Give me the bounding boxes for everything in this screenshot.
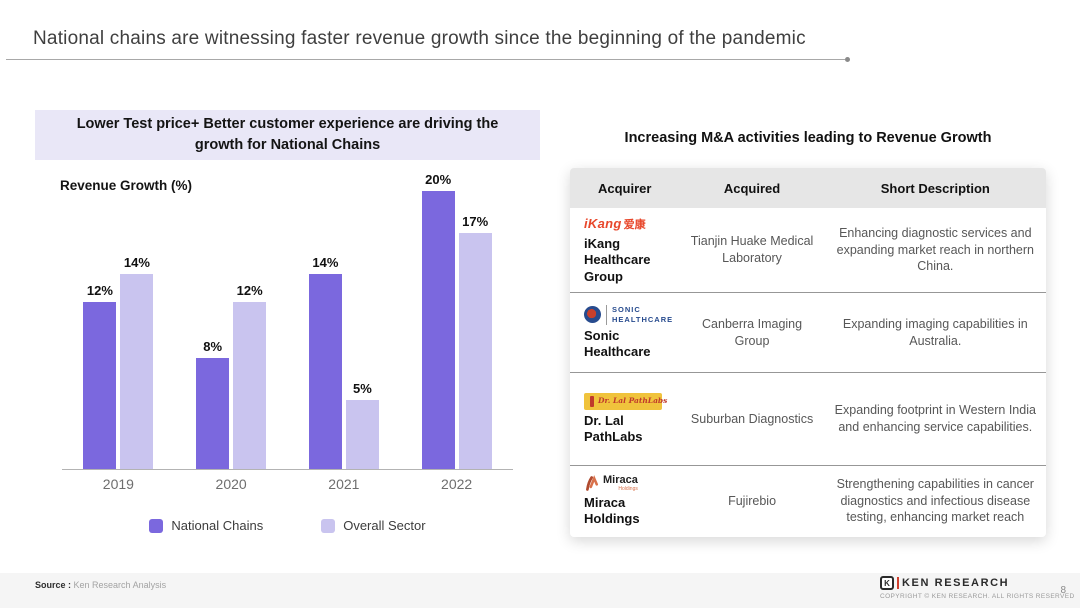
- miraca-mark-icon: [586, 474, 599, 491]
- x-tick: 2020: [215, 476, 247, 492]
- description-cell: Enhancing diagnostic services and expand…: [836, 225, 1034, 274]
- y-axis-label: Revenue Growth (%): [60, 178, 193, 193]
- ken-research-logo-icon: K: [880, 576, 894, 590]
- bar-value-label: 12%: [236, 283, 263, 299]
- bar-national-chains-2019: 12%: [83, 283, 117, 469]
- acquired-cell: Suburban Diagnostics: [690, 411, 814, 426]
- bar-group-2019: 12% 14%: [62, 190, 175, 469]
- chart-legend: National Chains Overall Sector: [62, 518, 513, 533]
- table-row: iKang 爱康 iKang Healthcare Group Tianjin H…: [570, 208, 1046, 292]
- table-title: Increasing M&A activities leading to Rev…: [624, 130, 992, 146]
- chart-header-text: Lower Test price+ Better customer experi…: [76, 115, 499, 153]
- dr-lal-pathlabs-logo-icon: Dr. Lal PathLabs: [584, 392, 667, 410]
- description-cell: Expanding footprint in Western India and…: [834, 403, 1036, 434]
- acquirer-cell: Miraca Holdings Miraca Holdings: [570, 474, 679, 528]
- acquirer-name: Miraca Holdings: [584, 494, 640, 526]
- bar-overall-sector-2020: 12%: [233, 283, 267, 469]
- legend-item-overall-sector: Overall Sector: [321, 518, 426, 533]
- bar-overall-sector-2021: 5%: [345, 381, 379, 469]
- sonic-healthcare-logo-icon: SONIC HEALTHCARE: [584, 305, 672, 325]
- bar-value-label: 14%: [123, 255, 150, 271]
- brand-separator: [897, 577, 899, 589]
- x-axis-ticks: 2019 2020 2021 2022: [62, 476, 513, 492]
- column-header-acquirer: Acquirer: [598, 180, 652, 196]
- column-header-acquired: Acquired: [723, 180, 781, 196]
- description-cell: Expanding imaging capabilities in Austra…: [842, 316, 1028, 348]
- description-cell: Strengthening capabilities in cancer dia…: [836, 476, 1034, 525]
- divider-dot: [845, 57, 850, 62]
- bar-chart: 12% 14% 8% 12% 14% 5% 20% 17%: [62, 172, 513, 469]
- chart-header-banner: Lower Test price+ Better customer experi…: [35, 110, 540, 160]
- table-row: SONIC HEALTHCARE Sonic Healthcare Canber…: [570, 292, 1046, 372]
- table-row: Dr. Lal PathLabs Dr. Lal PathLabs Suburb…: [570, 372, 1046, 465]
- acquirer-cell: iKang 爱康 iKang Healthcare Group: [570, 215, 679, 285]
- copyright-text: COPYRIGHT © KEN RESEARCH. ALL RIGHTS RES…: [880, 593, 1075, 600]
- bar-overall-sector-2022: 17%: [458, 214, 492, 469]
- x-axis-line: [62, 469, 513, 470]
- bar-group-2021: 14% 5%: [288, 190, 401, 469]
- legend-label: Overall Sector: [343, 518, 426, 533]
- bar-value-label: 8%: [203, 338, 223, 354]
- bar-national-chains-2022: 20%: [421, 172, 455, 469]
- legend-label: National Chains: [171, 518, 264, 533]
- miraca-logo-icon: Miraca Holdings: [584, 474, 671, 492]
- bar-national-chains-2020: 8%: [196, 339, 230, 469]
- legend-item-national-chains: National Chains: [149, 518, 263, 533]
- bar-national-chains-2021: 14%: [308, 255, 342, 469]
- bar-overall-sector-2019: 14%: [120, 255, 154, 469]
- page-title: National chains are witnessing faster re…: [33, 28, 806, 49]
- page-number: 8: [1060, 585, 1066, 596]
- acquired-cell: Canberra Imaging Group: [702, 316, 803, 348]
- bar-group-2022: 20% 17%: [400, 172, 513, 469]
- footer-bar: Source : Ken Research Analysis K KEN RES…: [0, 573, 1080, 608]
- brand-name: KEN RESEARCH: [902, 577, 1010, 589]
- legend-swatch-icon: [149, 518, 164, 533]
- ikang-logo-icon: iKang 爱康: [584, 216, 646, 232]
- table-header-row: Acquirer Acquired Short Description: [570, 168, 1046, 208]
- bar-value-label: 14%: [312, 255, 339, 271]
- table-row: Miraca Holdings Miraca Holdings Fujirebi…: [570, 465, 1046, 536]
- title-divider: [6, 57, 850, 62]
- x-tick: 2019: [102, 476, 134, 492]
- bar-value-label: 17%: [462, 213, 489, 229]
- source-note: Source : Ken Research Analysis: [35, 580, 167, 590]
- bar-value-label: 20%: [425, 172, 452, 187]
- acquirer-name: iKang Healthcare Group: [584, 236, 651, 284]
- x-tick: 2022: [441, 476, 473, 492]
- x-tick: 2021: [328, 476, 360, 492]
- acquirer-name: Dr. Lal PathLabs: [584, 412, 643, 444]
- acquirer-cell: Dr. Lal PathLabs Dr. Lal PathLabs: [570, 392, 679, 446]
- acquirer-cell: SONIC HEALTHCARE Sonic Healthcare: [570, 305, 679, 360]
- ma-table-card: Acquirer Acquired Short Description iKan…: [570, 168, 1046, 537]
- acquired-cell: Fujirebio: [728, 493, 777, 508]
- legend-swatch-icon: [321, 518, 336, 533]
- drlal-mark-icon: [590, 395, 594, 407]
- sonic-globe-icon: [584, 306, 601, 324]
- bar-value-label: 12%: [86, 283, 113, 299]
- bar-group-2020: 8% 12%: [175, 190, 288, 469]
- bar-value-label: 5%: [352, 380, 372, 396]
- column-header-description: Short Description: [880, 180, 990, 196]
- ken-research-brand: K KEN RESEARCH COPYRIGHT © KEN RESEARCH.…: [880, 576, 1075, 600]
- acquired-cell: Tianjin Huake Medical Laboratory: [690, 234, 814, 265]
- acquirer-name: Sonic Healthcare: [584, 327, 651, 359]
